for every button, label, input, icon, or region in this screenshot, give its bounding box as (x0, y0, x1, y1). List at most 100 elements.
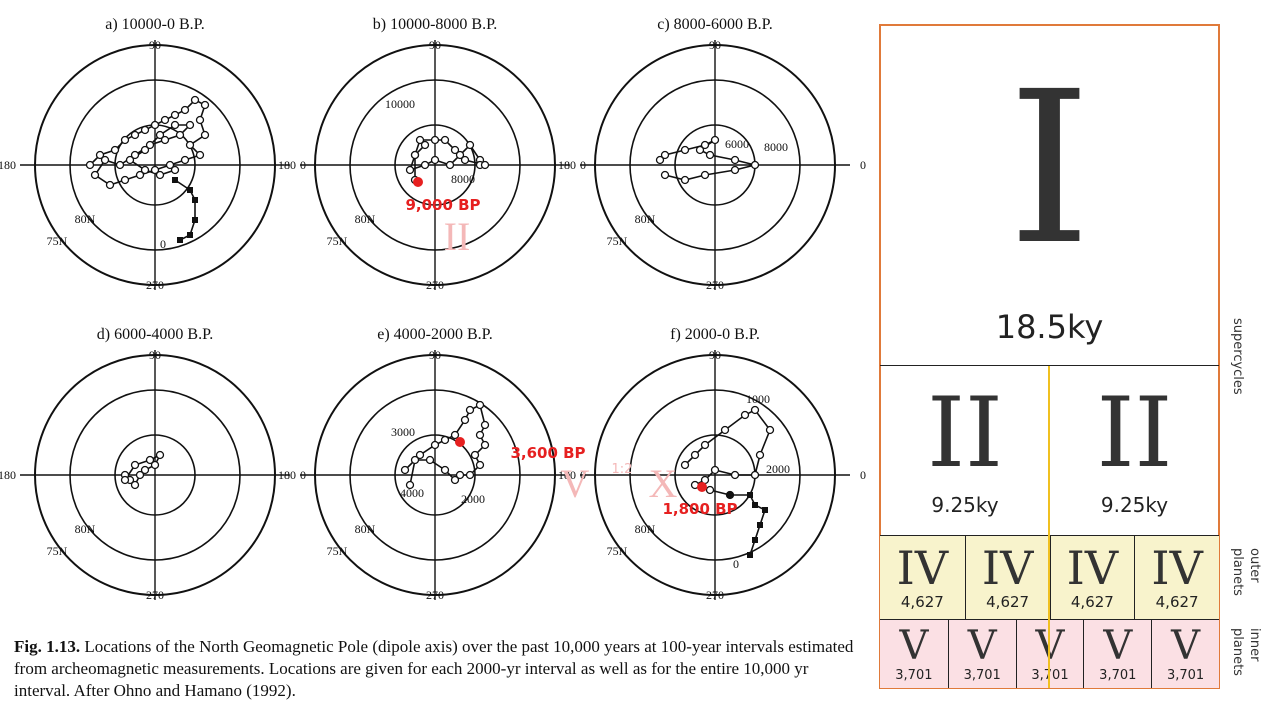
roman-v: V (899, 626, 928, 666)
pole-track-f-recent-point (752, 502, 758, 508)
ring-label-75n: 75N (607, 234, 628, 248)
pole-track-a-end-point (177, 237, 183, 243)
pole-track-a-point (172, 122, 179, 129)
pole-track-f-point (767, 427, 774, 434)
pole-track-d-point (122, 477, 129, 484)
pole-track-a-point (152, 122, 159, 129)
pole-track-d-point (142, 467, 149, 474)
inner-value: 3,701 (1099, 668, 1136, 683)
pole-track-a-point (197, 152, 204, 159)
roman-iv: IV (897, 545, 948, 591)
axis-label-270: 270 (146, 278, 164, 292)
roman-v-overlay: V (561, 461, 590, 506)
track-label: 2000 (461, 492, 485, 506)
pole-track-a-point (92, 172, 99, 179)
pole-track-a-point (162, 117, 169, 124)
ratio-overlay: 1:2 (612, 462, 633, 477)
caption-text: Locations of the North Geomagnetic Pole … (14, 637, 853, 700)
pole-track-b-point (412, 152, 419, 159)
pole-track-e-point (452, 432, 459, 439)
ring-label-80n: 80N (635, 212, 656, 226)
pole-track-e-point (477, 402, 484, 409)
axis-label-90: 90 (429, 348, 441, 362)
pole-track-d-point (147, 457, 154, 464)
pole-track-b-point (422, 162, 429, 169)
pole-track-f-recent-point (747, 492, 753, 498)
roman-iv: IV (1151, 545, 1202, 591)
ring-label-80n: 80N (75, 522, 96, 536)
roman-x-overlay: X (649, 461, 678, 506)
axis-label-180: 180 (0, 468, 16, 482)
ring-label-80n: 80N (635, 522, 656, 536)
roman-v: V (968, 626, 997, 666)
axis-label-90: 90 (709, 348, 721, 362)
pole-track-c-point (732, 157, 739, 164)
pole-track-a-recent-point (172, 177, 178, 183)
pole-track-e-point (467, 407, 474, 414)
inner-cell: V 3,701 (1083, 620, 1151, 688)
pole-track-f-point (692, 452, 699, 459)
ring-label-80n: 80N (75, 212, 96, 226)
supercycle-panel: I 18.5ky (880, 25, 1219, 366)
outer-value: 4,627 (1071, 593, 1114, 611)
pole-track-b-point (432, 137, 439, 144)
caption-label: Fig. 1.13. (14, 637, 80, 656)
pole-track-a-recent-point (192, 217, 198, 223)
axis-label-180: 180 (0, 158, 16, 172)
pole-track-a-point (107, 182, 114, 189)
pole-track-e-point (482, 422, 489, 429)
axis-label-90: 90 (709, 38, 721, 52)
pole-track-c-point (712, 137, 719, 144)
pole-track-b-point (417, 137, 424, 144)
pole-track-e-point (472, 452, 479, 459)
figure-caption: Fig. 1.13. Locations of the North Geomag… (14, 636, 859, 702)
pole-track-e-point (477, 432, 484, 439)
plot-title: a) 10000-0 B.P. (105, 16, 205, 33)
polar-plot (300, 350, 570, 600)
center-axis-line (1048, 366, 1050, 688)
pole-track-c-point (732, 167, 739, 174)
axis-label-270: 270 (706, 278, 724, 292)
pole-track-a-recent-point (187, 187, 193, 193)
pole-track-e-point (432, 442, 439, 449)
inner-value: 3,701 (964, 668, 1001, 683)
track-label: 10000 (385, 97, 415, 111)
pole-track-b-point (407, 167, 414, 174)
duration-18-5ky: 18.5ky (996, 308, 1104, 346)
plot-title: e) 4000-2000 B.P. (377, 326, 493, 343)
pole-track-a-point (157, 132, 164, 139)
pole-track-f-point (742, 412, 749, 419)
pole-track-a-point (202, 102, 209, 109)
roman-ii: II (1097, 385, 1173, 481)
outer-value: 4,627 (986, 593, 1029, 611)
outer-cell: IV 4,627 (1050, 536, 1135, 620)
axis-label-0: 0 (860, 158, 866, 172)
pole-track-d-point (132, 482, 139, 489)
roman-iv: IV (982, 545, 1033, 591)
pole-track-a-point (177, 132, 184, 139)
pole-track-f-point (702, 442, 709, 449)
pole-track-a-point (157, 172, 164, 179)
pole-track-b-point (432, 157, 439, 164)
track-label: 4000 (400, 486, 424, 500)
plot-title: c) 8000-6000 B.P. (657, 16, 773, 33)
pole-track-f-recent-point (747, 552, 753, 558)
axis-label-180: 180 (558, 158, 576, 172)
outer-label: outer (1247, 548, 1262, 583)
roman-v: V (1103, 626, 1132, 666)
pole-track-a-point (127, 157, 134, 164)
track-label: 0 (733, 557, 739, 571)
axis-label-180: 180 (278, 158, 296, 172)
pole-track-e-point (427, 457, 434, 464)
inner-value: 3,701 (1167, 668, 1204, 683)
polar-plot (580, 40, 850, 290)
pole-track-f-point (707, 487, 714, 494)
inner-planets-label: planets (1230, 628, 1245, 676)
pole-track-a-point (187, 142, 194, 149)
track-label: 0 (160, 237, 166, 251)
track-label: 6000 (725, 137, 749, 151)
pole-track-a-point (142, 127, 149, 134)
track-label: 8000 (451, 172, 475, 186)
